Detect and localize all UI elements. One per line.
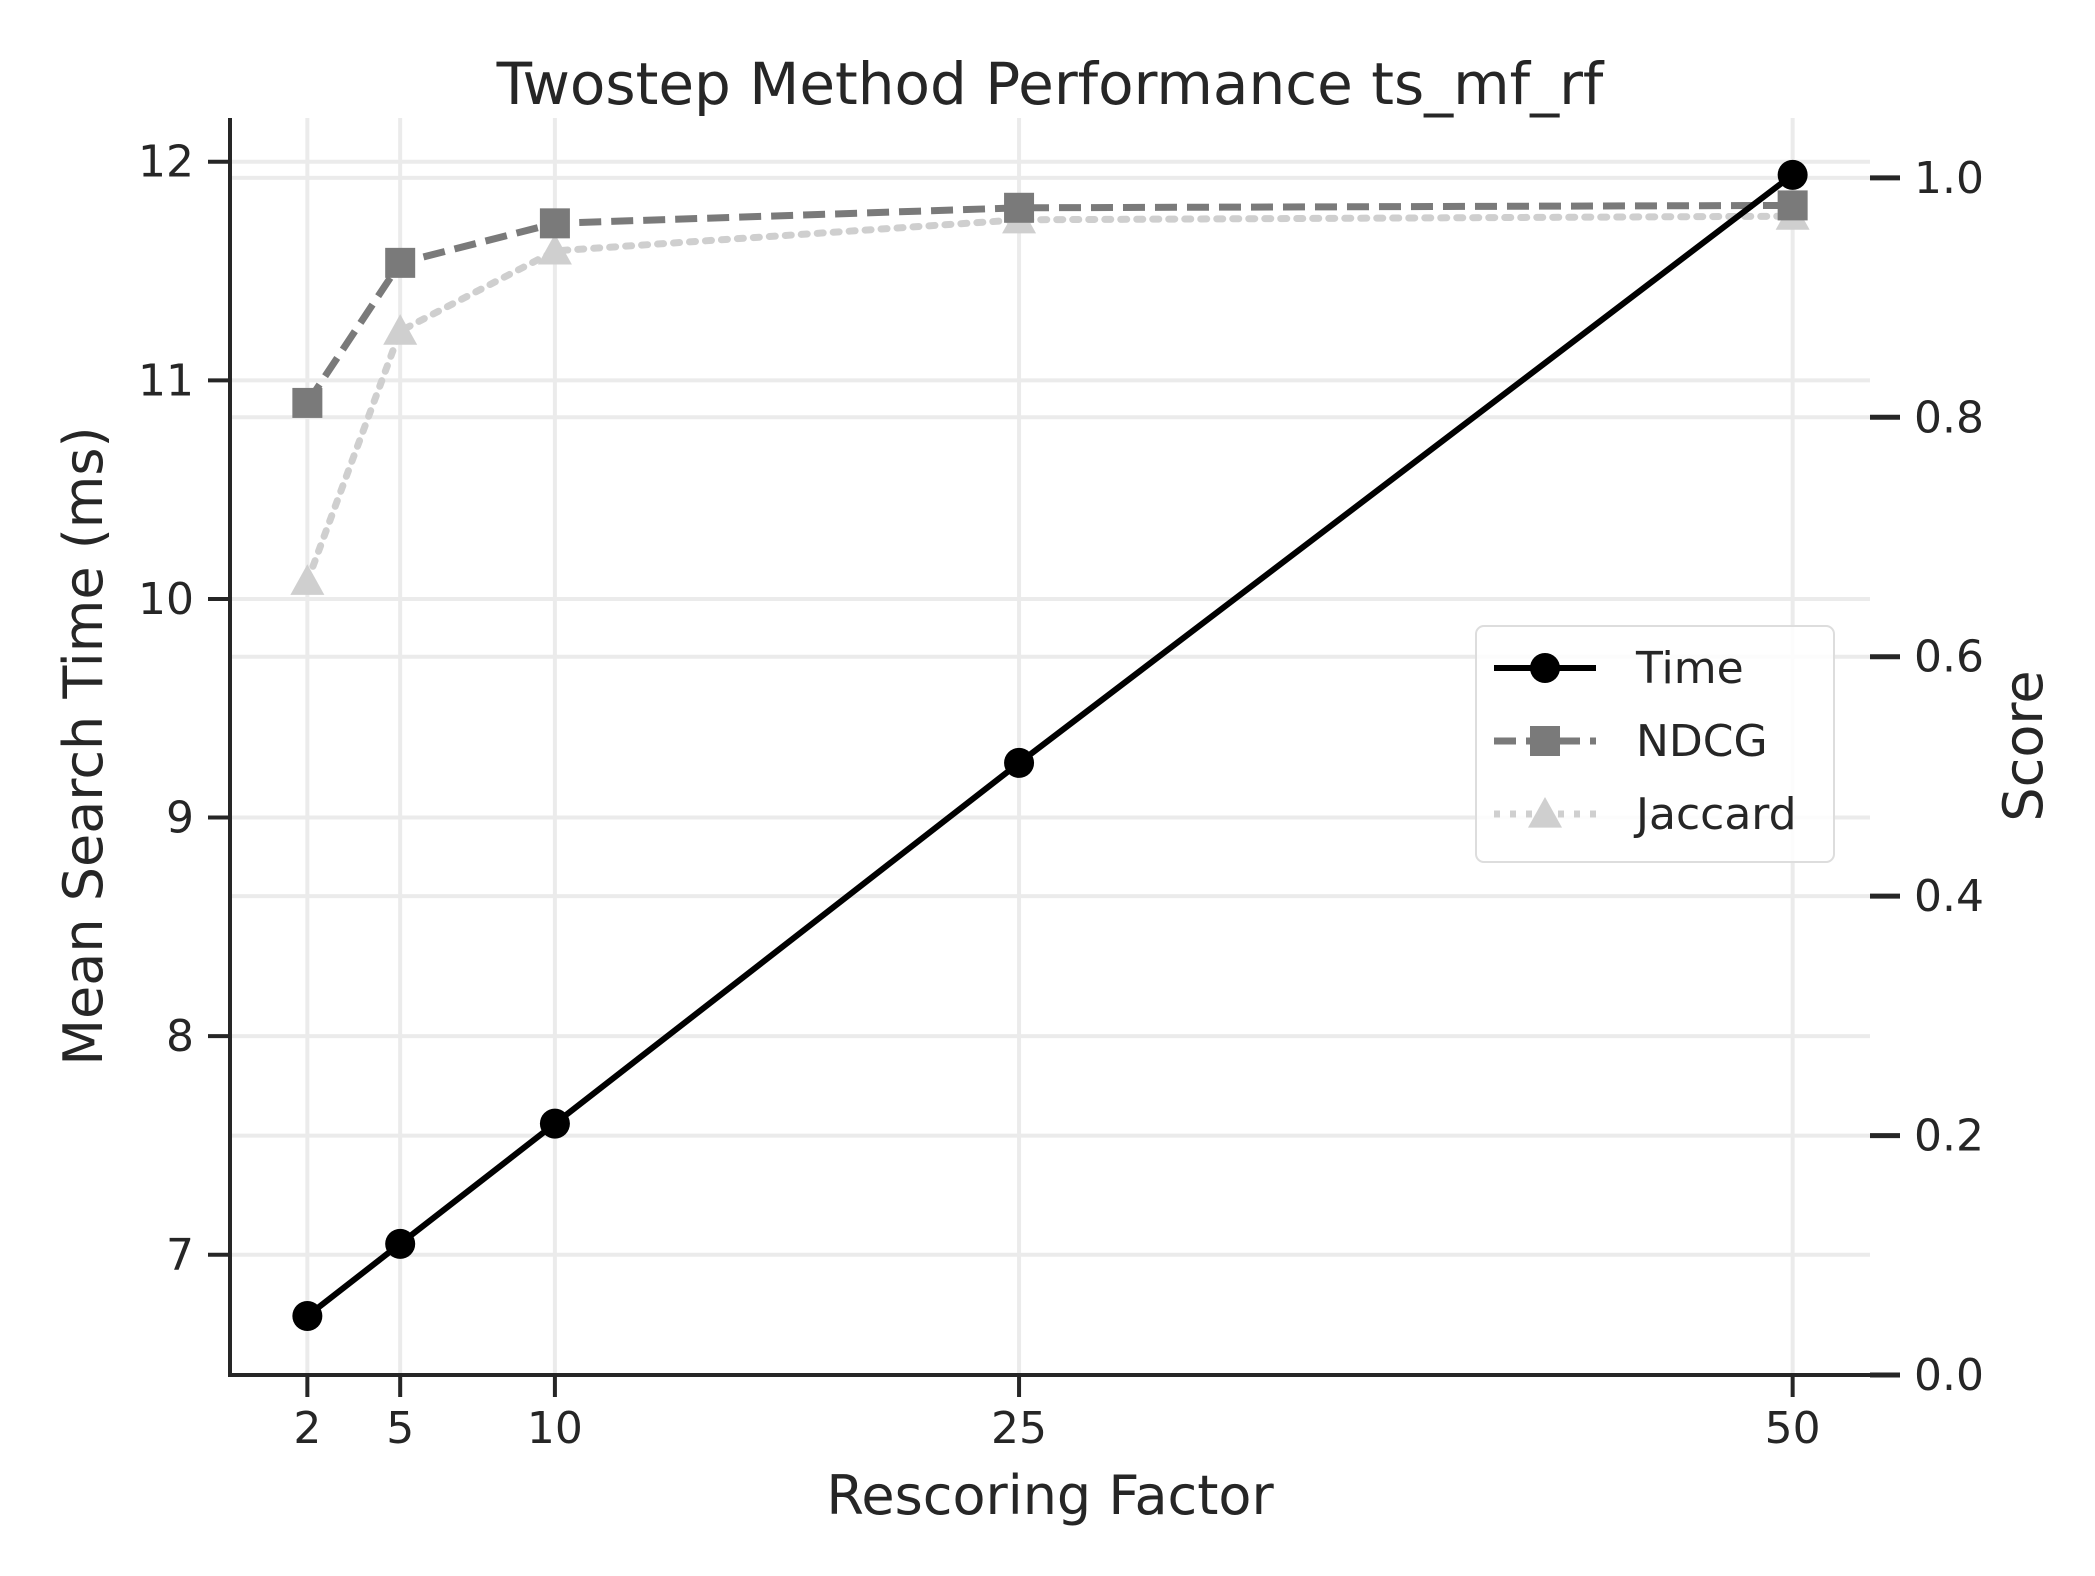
series-ndcg xyxy=(292,190,1808,418)
data-point xyxy=(292,1300,323,1331)
y2-tick-label: 0.6 xyxy=(1914,632,1984,683)
y2-tick-label: 0.0 xyxy=(1914,1350,1984,1401)
x-tick-label: 5 xyxy=(386,1403,414,1454)
legend-marker xyxy=(1530,726,1560,756)
legend-label: Jaccard xyxy=(1633,789,1797,840)
data-point xyxy=(1777,159,1808,190)
data-point xyxy=(383,314,418,345)
y-tick-label: 10 xyxy=(138,574,194,625)
y2-tick-label: 0.4 xyxy=(1914,871,1984,922)
x-tick-label: 50 xyxy=(1765,1403,1821,1454)
legend-label: Time xyxy=(1635,643,1744,694)
legend-item-jaccard: Jaccard xyxy=(1494,789,1797,840)
y2-tick-label: 0.8 xyxy=(1914,392,1984,443)
data-point xyxy=(385,1228,416,1259)
y-tick-label: 11 xyxy=(138,355,194,406)
axes xyxy=(228,118,1870,1377)
x-tick-label: 10 xyxy=(527,1403,583,1454)
data-point xyxy=(1004,747,1035,778)
y-tick-label: 9 xyxy=(166,793,194,844)
y-tick-label: 12 xyxy=(138,137,194,188)
data-point xyxy=(292,387,323,418)
legend: Time NDCG Jaccard xyxy=(1475,625,1835,863)
x-tick-label: 25 xyxy=(991,1403,1047,1454)
y2-tick-label: 0.2 xyxy=(1914,1111,1984,1162)
legend-label: NDCG xyxy=(1636,716,1768,767)
chart-title: Twostep Method Performance ts_mf_rf xyxy=(496,50,1605,118)
y-tick-label: 8 xyxy=(166,1011,194,1062)
series-time xyxy=(292,159,1808,1331)
x-axis-title: Rescoring Factor xyxy=(826,1464,1274,1527)
y-axis-title: Mean Search Time (ms) xyxy=(52,426,115,1065)
legend-marker xyxy=(1528,797,1562,828)
y-tick-label: 7 xyxy=(166,1230,194,1281)
data-point xyxy=(1777,190,1808,221)
data-point xyxy=(385,247,416,278)
x-tick-label: 2 xyxy=(293,1403,321,1454)
legend-item-ndcg: NDCG xyxy=(1494,716,1768,767)
y2-tick-label: 1.0 xyxy=(1914,153,1984,204)
y2-axis-title: Score xyxy=(1992,670,2055,821)
data-point xyxy=(537,233,572,265)
data-point xyxy=(1004,192,1035,223)
series-jaccard xyxy=(290,199,1810,595)
series-layer xyxy=(290,159,1810,1331)
legend-item-time: Time xyxy=(1494,643,1744,694)
legend-box xyxy=(1475,625,1835,863)
data-point xyxy=(290,564,325,595)
series-line xyxy=(303,212,1797,585)
legend-marker xyxy=(1530,653,1560,683)
data-point xyxy=(539,208,570,239)
data-point xyxy=(539,1108,570,1139)
series-line xyxy=(304,201,1793,405)
